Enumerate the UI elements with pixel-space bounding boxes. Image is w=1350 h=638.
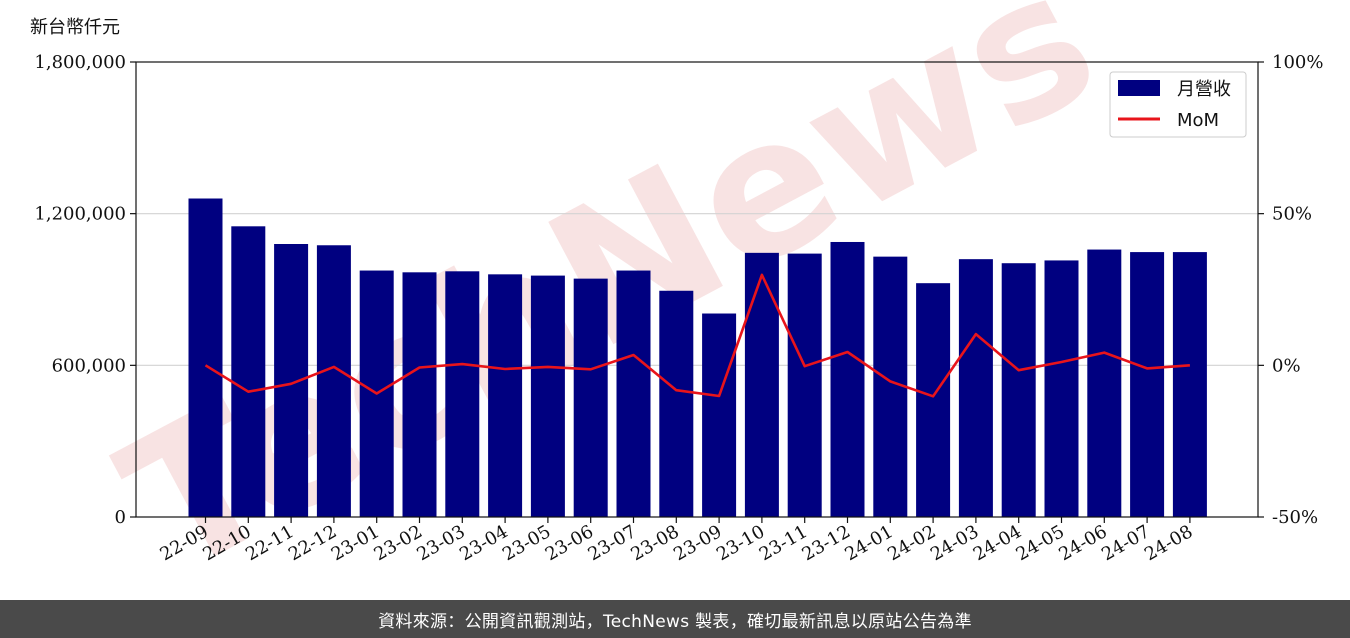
y-axis-left: 0 600,000 1,200,000 1,800,000 bbox=[34, 52, 136, 528]
legend: 月營收 MoM bbox=[1109, 71, 1247, 138]
line-series bbox=[204, 273, 1190, 398]
revenue-bar bbox=[1044, 260, 1079, 517]
revenue-bar bbox=[659, 290, 694, 517]
x-tick-label: 23-05 bbox=[499, 521, 554, 565]
source-footer: 資料來源：公開資訊觀測站，TechNews 製表，確切最新訊息以原站公告為準 bbox=[0, 600, 1350, 638]
revenue-bar bbox=[274, 244, 309, 517]
y-right-tick-label: 100% bbox=[1272, 52, 1323, 73]
x-tick-label: 23-06 bbox=[542, 521, 597, 565]
footer-text: 資料來源：公開資訊觀測站，TechNews 製表，確切最新訊息以原站公告為準 bbox=[378, 611, 972, 632]
revenue-bar bbox=[445, 271, 480, 517]
y-right-tick-label: 0% bbox=[1272, 355, 1301, 376]
x-tick-label: 24-03 bbox=[927, 521, 982, 565]
y-left-tick-label: 1,200,000 bbox=[34, 204, 126, 225]
revenue-bar bbox=[488, 274, 523, 517]
x-tick-label: 23-03 bbox=[413, 521, 468, 565]
revenue-bar bbox=[916, 283, 951, 517]
revenue-bar bbox=[402, 272, 437, 517]
x-tick-label: 24-05 bbox=[1013, 521, 1068, 565]
revenue-bar bbox=[1087, 249, 1122, 518]
revenue-bar bbox=[702, 313, 737, 517]
x-tick-label: 24-01 bbox=[841, 521, 896, 565]
revenue-bar bbox=[958, 259, 993, 517]
x-tick-label: 23-02 bbox=[371, 521, 426, 565]
revenue-bar bbox=[316, 245, 351, 517]
revenue-bar bbox=[530, 275, 565, 517]
x-tick-label: 24-08 bbox=[1141, 521, 1196, 565]
revenue-bar bbox=[1172, 252, 1207, 518]
x-tick-label: 24-04 bbox=[970, 521, 1025, 565]
x-tick-label: 24-06 bbox=[1055, 521, 1110, 565]
plot-frame bbox=[135, 61, 1259, 518]
y-right-tick-label: 50% bbox=[1272, 204, 1312, 225]
revenue-bar bbox=[787, 253, 822, 517]
x-tick-label: 23-09 bbox=[670, 521, 725, 565]
y-left-tick-label: 0 bbox=[115, 507, 126, 528]
x-tick-label: 24-07 bbox=[1098, 521, 1153, 565]
revenue-bar bbox=[231, 226, 266, 518]
revenue-bar bbox=[1001, 263, 1036, 517]
legend-label-revenue: 月營收 bbox=[1177, 79, 1231, 100]
y-left-tick-label: 600,000 bbox=[52, 355, 126, 376]
mom-line bbox=[204, 273, 1190, 398]
x-tick-label: 23-08 bbox=[627, 521, 682, 565]
legend-label-mom: MoM bbox=[1177, 110, 1219, 131]
legend-bar-swatch bbox=[1118, 80, 1160, 96]
y-axis-right: -50% 0% 50% 100% bbox=[1258, 52, 1323, 528]
x-tick-label: 23-07 bbox=[585, 521, 640, 565]
revenue-bar bbox=[830, 241, 865, 517]
revenue-bar bbox=[616, 270, 651, 517]
x-tick-label: 24-02 bbox=[884, 521, 939, 565]
x-tick-label: 23-10 bbox=[713, 521, 768, 565]
x-tick-label: 23-12 bbox=[799, 521, 854, 565]
revenue-bar bbox=[188, 198, 223, 517]
bar-series bbox=[188, 198, 1207, 518]
y-unit-label: 新台幣仟元 bbox=[30, 17, 120, 38]
y-right-tick-label: -50% bbox=[1272, 507, 1318, 528]
revenue-bar bbox=[573, 278, 608, 517]
x-tick-label: 23-11 bbox=[756, 521, 811, 565]
x-tick-label: 23-04 bbox=[456, 521, 511, 565]
revenue-bar bbox=[873, 256, 908, 517]
y-left-tick-label: 1,800,000 bbox=[34, 52, 126, 73]
revenue-bar bbox=[1130, 252, 1165, 518]
revenue-bar bbox=[744, 252, 779, 517]
